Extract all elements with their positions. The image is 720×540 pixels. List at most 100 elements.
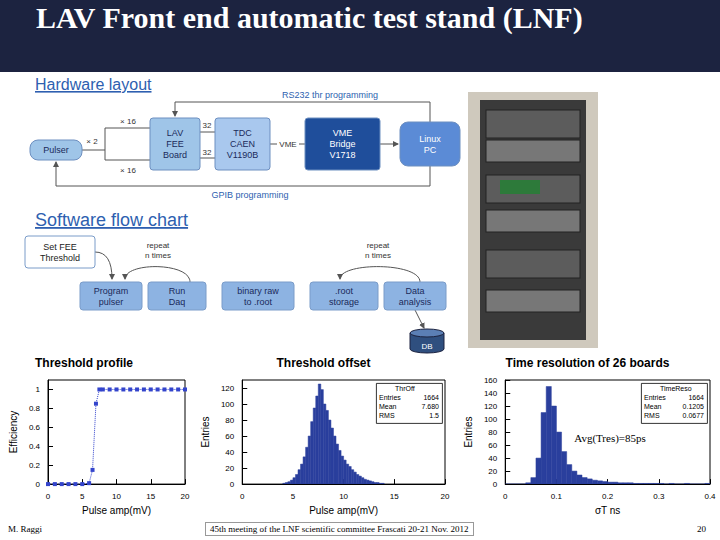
svg-text:15: 15 xyxy=(146,492,155,501)
svg-text:0.2: 0.2 xyxy=(602,492,614,501)
svg-text:160: 160 xyxy=(484,376,498,385)
svg-text:100: 100 xyxy=(221,400,235,409)
svg-text:0: 0 xyxy=(503,492,508,501)
svg-text:32: 32 xyxy=(203,121,212,130)
svg-text:Program: Program xyxy=(94,286,129,296)
svg-text:σT ns: σT ns xyxy=(595,505,620,516)
svg-text:140: 140 xyxy=(484,389,498,398)
svg-text:20: 20 xyxy=(488,467,497,476)
svg-text:Threshold profile: Threshold profile xyxy=(35,356,133,370)
svg-text:40: 40 xyxy=(225,448,234,457)
svg-text:Efficiency: Efficiency xyxy=(8,411,19,454)
svg-text:7.680: 7.680 xyxy=(421,403,439,410)
svg-text:0.2: 0.2 xyxy=(29,461,41,470)
svg-text:n times: n times xyxy=(365,251,391,260)
svg-text:Threshold: Threshold xyxy=(40,253,80,263)
svg-text:RMS: RMS xyxy=(644,412,660,419)
svg-text:1664: 1664 xyxy=(423,394,439,401)
svg-text:60: 60 xyxy=(225,432,234,441)
svg-text:storage: storage xyxy=(329,297,359,307)
svg-text:Hardware layout: Hardware layout xyxy=(35,76,152,93)
svg-text:Entries: Entries xyxy=(463,416,474,447)
svg-text:1.5: 1.5 xyxy=(429,412,439,419)
svg-text:20: 20 xyxy=(181,492,190,501)
svg-text:100: 100 xyxy=(484,415,498,424)
svg-text:Avg(Tres)=85ps: Avg(Tres)=85ps xyxy=(574,432,646,445)
svg-text:120: 120 xyxy=(221,384,235,393)
svg-text:Daq: Daq xyxy=(169,297,186,307)
svg-text:10: 10 xyxy=(112,492,121,501)
svg-text:× 16: × 16 xyxy=(120,117,136,126)
svg-text:0.8: 0.8 xyxy=(29,404,41,413)
svg-text:Pulse amp(mV): Pulse amp(mV) xyxy=(82,505,151,516)
svg-text:0.4: 0.4 xyxy=(29,442,41,451)
svg-text:80: 80 xyxy=(488,428,497,437)
svg-text:80: 80 xyxy=(225,416,234,425)
svg-text:0.1: 0.1 xyxy=(551,492,563,501)
svg-text:DB: DB xyxy=(421,342,432,351)
svg-text:Pulse amp(mV): Pulse amp(mV) xyxy=(309,505,378,516)
svg-text:GPIB programming: GPIB programming xyxy=(211,190,288,200)
svg-text:n times: n times xyxy=(145,251,171,260)
svg-text:repeat: repeat xyxy=(367,241,390,250)
svg-text:to .root: to .root xyxy=(244,297,273,307)
svg-text:RMS: RMS xyxy=(379,412,395,419)
svg-text:0.0677: 0.0677 xyxy=(683,412,705,419)
svg-text:VME: VME xyxy=(279,140,296,149)
svg-text:Mean: Mean xyxy=(644,403,662,410)
svg-text:5: 5 xyxy=(80,492,85,501)
svg-text:.root: .root xyxy=(335,286,354,296)
svg-text:120: 120 xyxy=(484,402,498,411)
svg-text:Time resolution of 26 boards: Time resolution of 26 boards xyxy=(506,356,670,370)
svg-text:RS232 thr programming: RS232 thr programming xyxy=(282,90,378,100)
svg-text:analysis: analysis xyxy=(399,297,432,307)
svg-text:Linux: Linux xyxy=(419,134,441,144)
svg-text:Set FEE: Set FEE xyxy=(43,242,77,252)
svg-text:20: 20 xyxy=(441,492,450,501)
svg-text:32: 32 xyxy=(203,148,212,157)
svg-text:TimeReso: TimeReso xyxy=(660,385,692,392)
svg-text:Pulser: Pulser xyxy=(43,145,69,155)
svg-text:Bridge: Bridge xyxy=(329,139,355,149)
svg-text:60: 60 xyxy=(488,441,497,450)
svg-text:V1190B: V1190B xyxy=(227,150,258,160)
svg-text:Threshold offset: Threshold offset xyxy=(276,356,370,370)
svg-text:1664: 1664 xyxy=(688,394,704,401)
svg-text:FEE: FEE xyxy=(166,139,184,149)
svg-text:0: 0 xyxy=(493,480,498,489)
svg-text:TDC: TDC xyxy=(233,128,252,138)
svg-text:1: 1 xyxy=(36,385,41,394)
svg-text:Board: Board xyxy=(163,150,187,160)
svg-text:binary raw: binary raw xyxy=(237,286,279,296)
svg-text:pulser: pulser xyxy=(99,297,124,307)
svg-text:0.6: 0.6 xyxy=(29,423,41,432)
svg-text:VME: VME xyxy=(333,128,353,138)
svg-text:0: 0 xyxy=(36,480,41,489)
svg-text:CAEN: CAEN xyxy=(230,139,255,149)
svg-text:Run: Run xyxy=(169,286,186,296)
svg-text:× 2: × 2 xyxy=(86,137,98,146)
svg-text:repeat: repeat xyxy=(147,241,170,250)
svg-text:Mean: Mean xyxy=(379,403,397,410)
svg-text:Software flow chart: Software flow chart xyxy=(35,210,188,230)
svg-text:0: 0 xyxy=(46,492,51,501)
svg-text:5: 5 xyxy=(291,492,296,501)
svg-text:15: 15 xyxy=(390,492,399,501)
svg-text:0: 0 xyxy=(240,492,245,501)
svg-text:Data: Data xyxy=(405,286,424,296)
svg-text:0.4: 0.4 xyxy=(704,492,716,501)
svg-text:LAV: LAV xyxy=(167,128,183,138)
svg-text:40: 40 xyxy=(488,454,497,463)
svg-text:0.1205: 0.1205 xyxy=(683,403,705,410)
svg-text:ThrOff: ThrOff xyxy=(395,385,415,392)
svg-text:PC: PC xyxy=(424,145,437,155)
svg-text:Entries: Entries xyxy=(379,394,401,401)
svg-text:20: 20 xyxy=(225,464,234,473)
svg-text:× 16: × 16 xyxy=(120,166,136,175)
svg-text:Entries: Entries xyxy=(644,394,666,401)
svg-text:0: 0 xyxy=(230,480,235,489)
svg-text:V1718: V1718 xyxy=(329,150,355,160)
svg-text:0.3: 0.3 xyxy=(653,492,665,501)
svg-text:Entries: Entries xyxy=(200,416,211,447)
svg-text:10: 10 xyxy=(339,492,348,501)
